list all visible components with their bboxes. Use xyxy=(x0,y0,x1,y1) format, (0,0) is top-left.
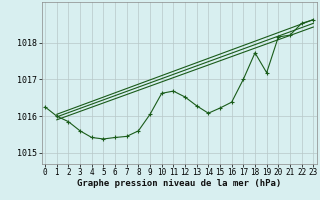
X-axis label: Graphe pression niveau de la mer (hPa): Graphe pression niveau de la mer (hPa) xyxy=(77,179,281,188)
